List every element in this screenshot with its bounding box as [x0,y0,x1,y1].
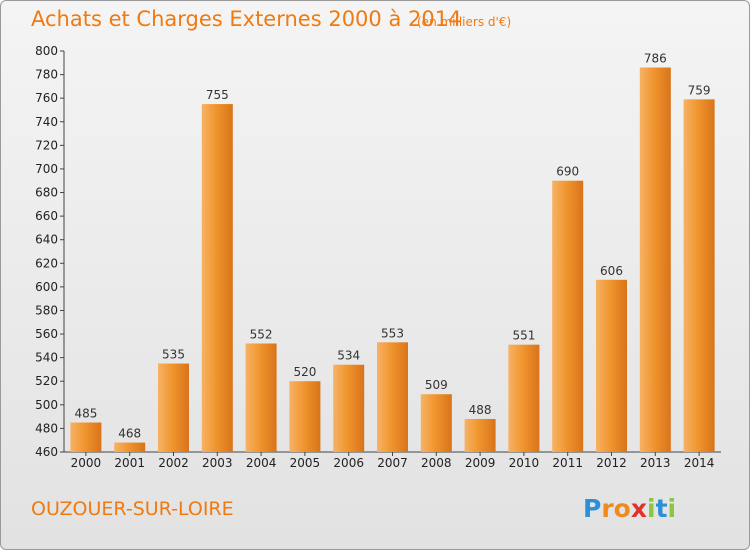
bar-2011 [552,180,584,452]
svg-text:Proxiti: Proxiti [583,494,676,523]
bar-2009 [464,418,496,452]
logo-letter: P [583,494,601,523]
bar-2001 [114,442,146,452]
x-tick-label: 2002 [158,456,189,470]
bar-2008 [420,394,452,452]
bar-2000 [70,422,102,452]
y-tick-label: 540 [35,351,58,365]
y-ticks: 460 480 500 520 540 560 580 600 620 640 660 680 700 7… [35,44,64,459]
y-tick-label: 760 [35,91,58,105]
bar-2007 [377,342,408,452]
y-tick-label: 460 [35,445,58,459]
x-ticks: 2000 2001 2002 2003 2004 2005 2006 2007 2008 2009… [71,452,715,470]
bar-2003 [201,104,233,452]
value-label-2001: 468 [118,427,141,441]
bar-2005 [289,381,321,452]
proxiti-logo: Proxiti [583,494,676,523]
x-tick-label: 2003 [202,456,233,470]
y-tick-label: 740 [35,115,58,129]
value-label-2008: 509 [425,378,448,392]
y-tick-label: 780 [35,68,58,82]
logo-letter: i [668,494,677,523]
x-tick-label: 2012 [596,456,627,470]
y-tick-label: 480 [35,421,58,435]
value-label-2007: 553 [381,326,404,340]
value-label-2005: 520 [293,365,316,379]
value-label-2013: 786 [644,52,667,66]
value-label-2002: 535 [162,348,185,362]
logo-letter: t [656,494,668,523]
y-tick-label: 560 [35,327,58,341]
bars: 485 468 535 755 552 520 534 553 509 488 551 690 606 7… [70,52,715,452]
bar-2002 [158,363,189,452]
plot-area: 460 480 500 520 540 560 580 600 620 640 660 680 700 7… [35,44,721,470]
x-tick-label: 2010 [509,456,540,470]
x-tick-label: 2007 [377,456,408,470]
value-label-2006: 534 [337,349,360,363]
logo-letter: r [601,494,614,523]
y-tick-label: 600 [35,280,58,294]
bar-2014 [683,99,715,452]
value-label-2010: 551 [512,329,535,343]
bar-2013 [639,67,671,452]
x-tick-label: 2000 [71,456,102,470]
chart-title: Achats et Charges Externes 2000 à 2014 [31,7,461,31]
x-tick-label: 2009 [465,456,496,470]
y-tick-label: 720 [35,138,58,152]
x-tick-label: 2014 [684,456,715,470]
x-tick-label: 2013 [640,456,671,470]
value-label-2009: 488 [469,403,492,417]
logo-letter: o [614,494,631,523]
value-label-2003: 755 [206,88,229,102]
logo-letter: x [631,494,647,523]
bar-2006 [333,364,365,452]
y-tick-label: 500 [35,398,58,412]
bar-2004 [245,343,277,452]
y-tick-label: 800 [35,44,58,58]
bar-2012 [596,279,627,452]
x-tick-label: 2004 [246,456,277,470]
x-tick-label: 2006 [333,456,364,470]
y-tick-label: 700 [35,162,58,176]
y-tick-label: 520 [35,374,58,388]
y-tick-label: 660 [35,209,58,223]
y-tick-label: 640 [35,233,58,247]
x-tick-label: 2001 [114,456,145,470]
value-label-2004: 552 [250,327,273,341]
x-tick-label: 2011 [552,456,583,470]
commune-name: OUZOUER-SUR-LOIRE [31,498,234,520]
value-label-2014: 759 [688,83,711,97]
bar-2010 [508,344,540,452]
value-label-2012: 606 [600,264,623,278]
y-tick-label: 620 [35,256,58,270]
logo-letter: i [647,494,656,523]
value-label-2000: 485 [74,407,97,421]
x-tick-label: 2005 [290,456,321,470]
y-tick-label: 680 [35,186,58,200]
x-tick-label: 2008 [421,456,452,470]
value-label-2011: 690 [556,165,579,179]
chart-subtitle: (en milliers d'€) [417,15,511,29]
y-tick-label: 580 [35,303,58,317]
